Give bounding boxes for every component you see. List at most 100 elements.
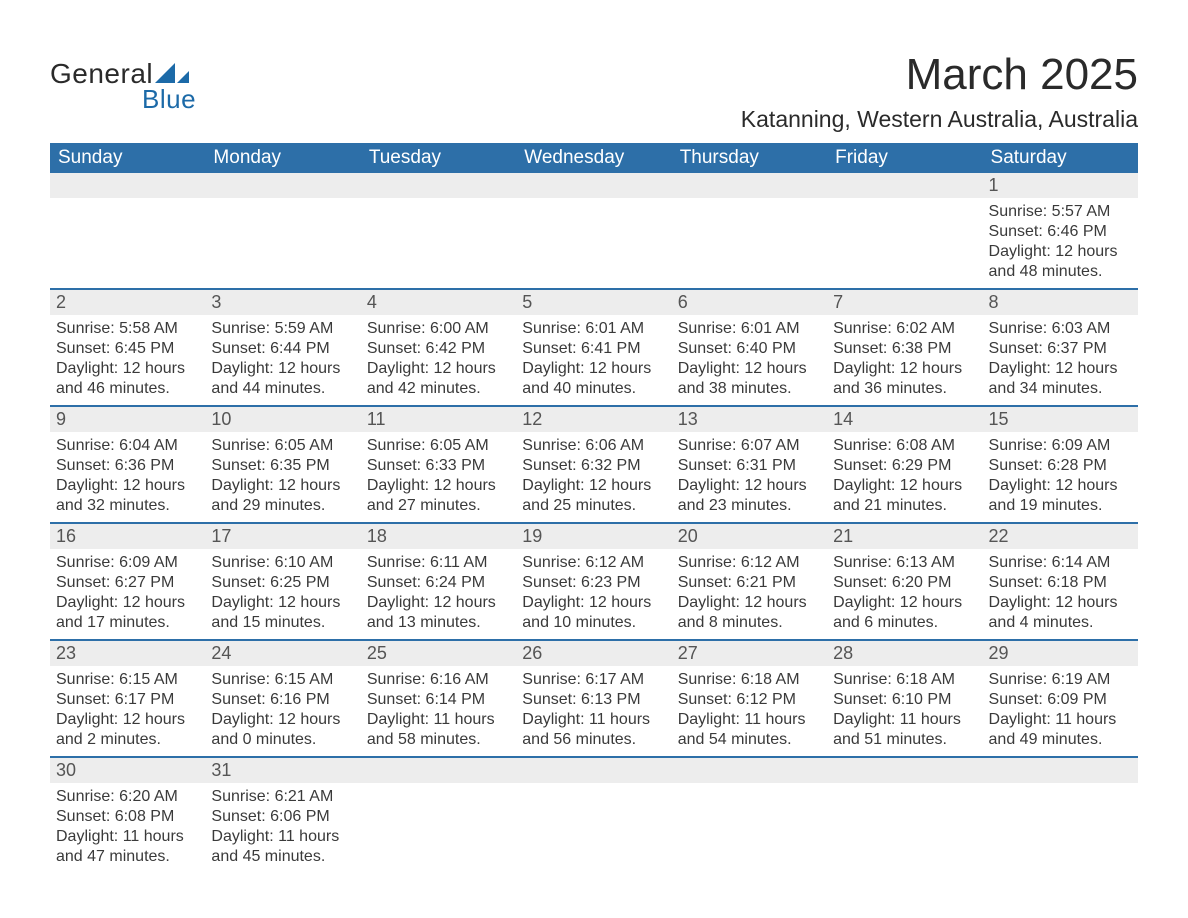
sunrise-line: Sunrise: 6:03 AM	[989, 320, 1111, 337]
sunset-line: Sunset: 6:13 PM	[522, 691, 640, 708]
calendar-cell: 12Sunrise: 6:06 AMSunset: 6:32 PMDayligh…	[516, 406, 671, 523]
daylight-line: Daylight: 11 hours and 58 minutes.	[367, 711, 495, 748]
sunset-line: Sunset: 6:35 PM	[211, 457, 329, 474]
sunset-line: Sunset: 6:46 PM	[989, 223, 1107, 240]
sunrise-line: Sunrise: 5:58 AM	[56, 320, 178, 337]
day-data: Sunrise: 6:16 AMSunset: 6:14 PMDaylight:…	[361, 666, 516, 756]
day-number: 30	[50, 758, 205, 783]
day-data: Sunrise: 6:08 AMSunset: 6:29 PMDaylight:…	[827, 432, 982, 522]
day-number: 9	[50, 407, 205, 432]
daylight-line: Daylight: 12 hours and 34 minutes.	[989, 360, 1118, 397]
calendar-cell: 5Sunrise: 6:01 AMSunset: 6:41 PMDaylight…	[516, 289, 671, 406]
day-number	[361, 173, 516, 198]
day-number: 16	[50, 524, 205, 549]
calendar-cell: 13Sunrise: 6:07 AMSunset: 6:31 PMDayligh…	[672, 406, 827, 523]
day-number	[50, 173, 205, 198]
day-data: Sunrise: 6:12 AMSunset: 6:23 PMDaylight:…	[516, 549, 671, 639]
sunset-line: Sunset: 6:10 PM	[833, 691, 951, 708]
day-data: Sunrise: 6:17 AMSunset: 6:13 PMDaylight:…	[516, 666, 671, 756]
day-data: Sunrise: 6:01 AMSunset: 6:40 PMDaylight:…	[672, 315, 827, 405]
sunset-line: Sunset: 6:23 PM	[522, 574, 640, 591]
sunrise-line: Sunrise: 6:10 AM	[211, 554, 333, 571]
calendar-week: 30Sunrise: 6:20 AMSunset: 6:08 PMDayligh…	[50, 757, 1138, 873]
day-number: 2	[50, 290, 205, 315]
daylight-line: Daylight: 12 hours and 15 minutes.	[211, 594, 340, 631]
daylight-line: Daylight: 12 hours and 17 minutes.	[56, 594, 185, 631]
brand-word-2: Blue	[142, 84, 196, 115]
calendar-cell: 4Sunrise: 6:00 AMSunset: 6:42 PMDaylight…	[361, 289, 516, 406]
day-number: 12	[516, 407, 671, 432]
daylight-line: Daylight: 11 hours and 47 minutes.	[56, 828, 184, 865]
day-number: 1	[983, 173, 1138, 198]
day-number: 31	[205, 758, 360, 783]
daylight-line: Daylight: 11 hours and 56 minutes.	[522, 711, 650, 748]
calendar-cell: 10Sunrise: 6:05 AMSunset: 6:35 PMDayligh…	[205, 406, 360, 523]
sunrise-line: Sunrise: 6:16 AM	[367, 671, 489, 688]
calendar-cell: 8Sunrise: 6:03 AMSunset: 6:37 PMDaylight…	[983, 289, 1138, 406]
day-number: 18	[361, 524, 516, 549]
day-data: Sunrise: 6:01 AMSunset: 6:41 PMDaylight:…	[516, 315, 671, 405]
sunset-line: Sunset: 6:42 PM	[367, 340, 485, 357]
daylight-line: Daylight: 12 hours and 38 minutes.	[678, 360, 807, 397]
calendar-cell	[361, 173, 516, 289]
day-data: Sunrise: 6:09 AMSunset: 6:28 PMDaylight:…	[983, 432, 1138, 522]
day-data	[50, 198, 205, 272]
day-data: Sunrise: 6:09 AMSunset: 6:27 PMDaylight:…	[50, 549, 205, 639]
daylight-line: Daylight: 12 hours and 25 minutes.	[522, 477, 651, 514]
day-number: 25	[361, 641, 516, 666]
sunrise-line: Sunrise: 6:21 AM	[211, 788, 333, 805]
calendar-cell: 26Sunrise: 6:17 AMSunset: 6:13 PMDayligh…	[516, 640, 671, 757]
weekday-header: Thursday	[672, 143, 827, 173]
day-data: Sunrise: 6:15 AMSunset: 6:17 PMDaylight:…	[50, 666, 205, 756]
sunrise-line: Sunrise: 6:11 AM	[367, 554, 488, 571]
sunset-line: Sunset: 6:36 PM	[56, 457, 174, 474]
sunrise-line: Sunrise: 5:59 AM	[211, 320, 333, 337]
day-number	[827, 173, 982, 198]
calendar-cell: 21Sunrise: 6:13 AMSunset: 6:20 PMDayligh…	[827, 523, 982, 640]
day-number: 5	[516, 290, 671, 315]
calendar-cell: 6Sunrise: 6:01 AMSunset: 6:40 PMDaylight…	[672, 289, 827, 406]
calendar-cell	[516, 173, 671, 289]
daylight-line: Daylight: 12 hours and 27 minutes.	[367, 477, 496, 514]
sunset-line: Sunset: 6:32 PM	[522, 457, 640, 474]
sunrise-line: Sunrise: 6:05 AM	[211, 437, 333, 454]
daylight-line: Daylight: 12 hours and 44 minutes.	[211, 360, 340, 397]
daylight-line: Daylight: 12 hours and 4 minutes.	[989, 594, 1118, 631]
daylight-line: Daylight: 12 hours and 10 minutes.	[522, 594, 651, 631]
weekday-header: Monday	[205, 143, 360, 173]
sunset-line: Sunset: 6:28 PM	[989, 457, 1107, 474]
day-data: Sunrise: 6:05 AMSunset: 6:33 PMDaylight:…	[361, 432, 516, 522]
calendar-cell	[672, 757, 827, 873]
calendar-week: 16Sunrise: 6:09 AMSunset: 6:27 PMDayligh…	[50, 523, 1138, 640]
sunrise-line: Sunrise: 6:02 AM	[833, 320, 955, 337]
day-data	[361, 198, 516, 272]
weekday-header-row: SundayMondayTuesdayWednesdayThursdayFrid…	[50, 143, 1138, 173]
day-data: Sunrise: 6:07 AMSunset: 6:31 PMDaylight:…	[672, 432, 827, 522]
day-number: 22	[983, 524, 1138, 549]
sunset-line: Sunset: 6:40 PM	[678, 340, 796, 357]
sunset-line: Sunset: 6:21 PM	[678, 574, 796, 591]
daylight-line: Daylight: 12 hours and 6 minutes.	[833, 594, 962, 631]
calendar-table: SundayMondayTuesdayWednesdayThursdayFrid…	[50, 143, 1138, 873]
day-number	[516, 758, 671, 783]
sunset-line: Sunset: 6:29 PM	[833, 457, 951, 474]
day-data: Sunrise: 6:12 AMSunset: 6:21 PMDaylight:…	[672, 549, 827, 639]
calendar-cell: 1Sunrise: 5:57 AMSunset: 6:46 PMDaylight…	[983, 173, 1138, 289]
calendar-cell: 24Sunrise: 6:15 AMSunset: 6:16 PMDayligh…	[205, 640, 360, 757]
calendar-cell: 20Sunrise: 6:12 AMSunset: 6:21 PMDayligh…	[672, 523, 827, 640]
sunrise-line: Sunrise: 6:19 AM	[989, 671, 1111, 688]
calendar-cell: 31Sunrise: 6:21 AMSunset: 6:06 PMDayligh…	[205, 757, 360, 873]
calendar-cell	[672, 173, 827, 289]
day-number	[672, 173, 827, 198]
month-title: March 2025	[741, 50, 1138, 100]
day-data: Sunrise: 6:13 AMSunset: 6:20 PMDaylight:…	[827, 549, 982, 639]
sunrise-line: Sunrise: 6:20 AM	[56, 788, 178, 805]
calendar-week: 2Sunrise: 5:58 AMSunset: 6:45 PMDaylight…	[50, 289, 1138, 406]
sunset-line: Sunset: 6:20 PM	[833, 574, 951, 591]
day-data: Sunrise: 5:57 AMSunset: 6:46 PMDaylight:…	[983, 198, 1138, 288]
sunset-line: Sunset: 6:12 PM	[678, 691, 796, 708]
day-data: Sunrise: 6:03 AMSunset: 6:37 PMDaylight:…	[983, 315, 1138, 405]
calendar-cell	[50, 173, 205, 289]
sunrise-line: Sunrise: 6:07 AM	[678, 437, 800, 454]
day-data	[983, 783, 1138, 857]
